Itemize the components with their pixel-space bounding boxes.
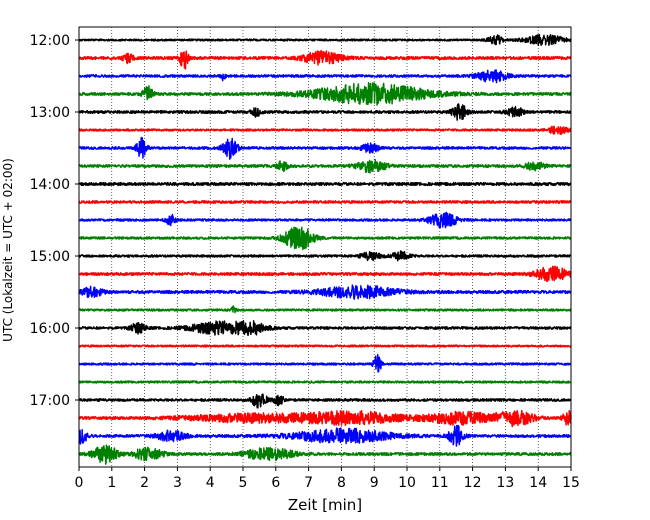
trace-line-1230 [78, 69, 572, 84]
x-tick-label: 14 [529, 475, 547, 491]
trace-line-1330 [78, 136, 572, 160]
x-tick-label: 10 [398, 475, 416, 491]
trace-line-1445 [78, 226, 572, 251]
x-tick-label: 2 [140, 475, 149, 491]
x-axis-ticks: 0 1 2 3 4 5 6 7 8 9 10 11 12 13 14 15 [75, 467, 580, 491]
y-tick-label: 12:00 [30, 33, 70, 49]
x-tick-label: 15 [562, 475, 580, 491]
trace-line-1245 [78, 82, 572, 106]
trace-line-1630 [78, 354, 572, 373]
trace-line-1645 [78, 380, 572, 384]
x-tick-label: 9 [370, 475, 379, 491]
trace-line-1545 [78, 305, 572, 314]
x-tick-label: 1 [107, 475, 116, 491]
plot-frame [78, 26, 572, 468]
x-axis-label: Zeit [min] [288, 496, 362, 514]
x-tick-label: 8 [337, 475, 346, 491]
trace-line-1530 [78, 284, 572, 300]
trace-line-1315 [78, 125, 572, 136]
y-axis-label: UTC (Lokalzeit = UTC + 02:00) [1, 158, 15, 342]
x-tick-label: 12 [464, 475, 482, 491]
y-tick-label: 14:00 [30, 177, 70, 193]
y-axis-ticks: 12:00 13:00 14:00 15:00 16:00 17:00 [30, 33, 79, 409]
x-tick-label: 7 [304, 475, 313, 491]
x-tick-label: 5 [239, 475, 248, 491]
trace-line-1730 [78, 424, 572, 447]
x-tick-label: 3 [173, 475, 182, 491]
trace-lines [78, 33, 572, 465]
trace-line-1715 [78, 409, 572, 428]
trace-line-1430 [78, 211, 572, 229]
trace-line-1500 [78, 250, 572, 262]
x-tick-label: 4 [206, 475, 215, 491]
trace-line-1400 [78, 181, 572, 187]
x-tick-label: 0 [75, 475, 84, 491]
x-tick-label: 6 [271, 475, 280, 491]
x-tick-label: 13 [496, 475, 514, 491]
trace-line-1600 [78, 320, 572, 337]
y-tick-label: 13:00 [30, 105, 70, 121]
x-tick-label: 11 [431, 475, 449, 491]
trace-line-1345 [78, 159, 572, 174]
y-tick-label: 16:00 [30, 321, 70, 337]
trace-line-1215 [78, 49, 572, 70]
trace-line-1415 [78, 200, 572, 204]
trace-line-1615 [78, 344, 572, 348]
trace-line-1700 [78, 393, 572, 409]
trace-line-1515 [78, 265, 572, 282]
y-tick-label: 15:00 [30, 249, 70, 265]
trace-line-1200 [78, 33, 572, 47]
trace-line-1745 [78, 444, 572, 465]
trace-line-1300 [78, 103, 572, 121]
y-tick-label: 17:00 [30, 393, 70, 409]
